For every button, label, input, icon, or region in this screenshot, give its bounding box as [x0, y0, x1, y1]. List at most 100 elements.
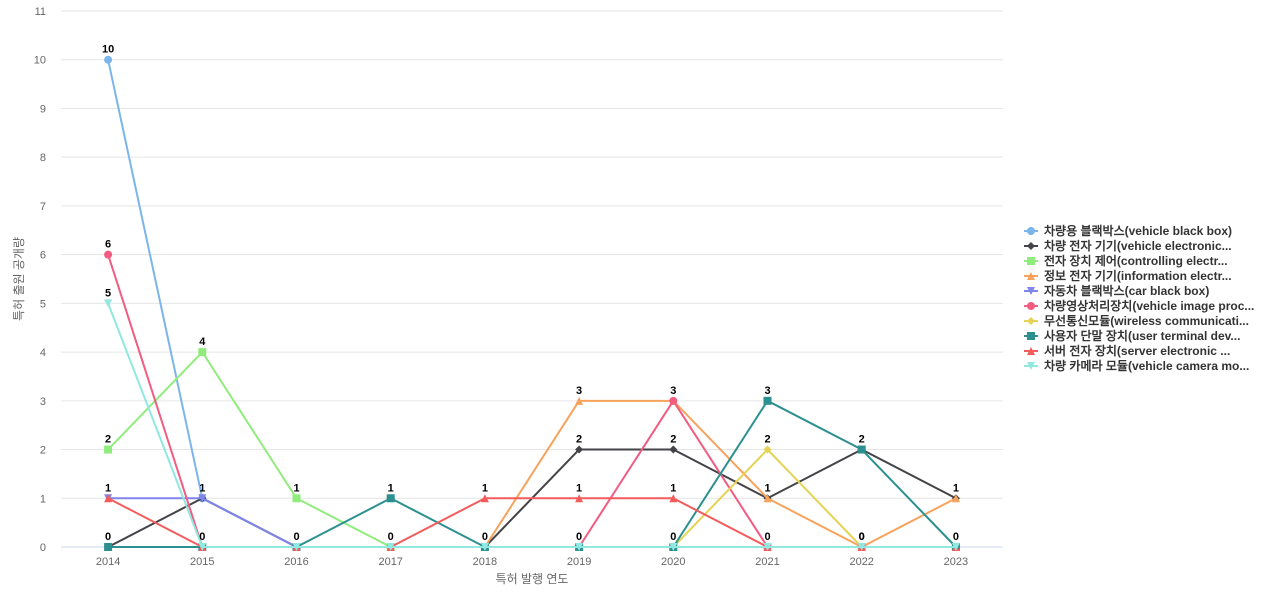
- series-line: [107, 497, 957, 548]
- data-label: 6: [105, 239, 111, 251]
- legend-label: 사용자 단말 장치(user terminal dev...: [1044, 328, 1240, 343]
- data-point-marker: [198, 543, 207, 551]
- data-point-marker: [669, 543, 678, 551]
- data-point-marker: [575, 396, 584, 405]
- x-tick-label: 2021: [755, 556, 779, 568]
- data-label: 1: [199, 482, 205, 494]
- data-point-marker: [857, 543, 866, 551]
- legend-label: 자동차 블랙박스(car black box): [1044, 283, 1209, 298]
- x-tick-label: 2023: [944, 556, 968, 568]
- x-tick-label: 2014: [96, 556, 120, 568]
- y-tick-label: 11: [35, 6, 46, 18]
- data-point-marker: [480, 543, 489, 551]
- data-label: 0: [199, 531, 205, 543]
- data-label: 1: [670, 482, 676, 494]
- data-point-marker: [386, 543, 395, 551]
- y-tick-label: 0: [40, 542, 46, 554]
- legend-item[interactable]: 차량 카메라 모듈(vehicle camera mo...: [1024, 358, 1249, 373]
- data-point-marker: [575, 494, 584, 503]
- y-tick-label: 10: [34, 55, 46, 67]
- data-point-marker: [575, 445, 584, 454]
- data-point-marker: [763, 396, 772, 405]
- x-tick-label: 2018: [473, 556, 497, 568]
- legend-item[interactable]: 차량용 블랙박스(vehicle black box): [1024, 223, 1232, 238]
- data-point-marker: [104, 445, 113, 454]
- data-label: 0: [953, 531, 959, 543]
- y-tick-label: 9: [40, 103, 46, 115]
- data-label: 1: [953, 482, 959, 494]
- data-point-marker: [386, 494, 395, 503]
- data-label: 3: [576, 385, 582, 397]
- legend-item[interactable]: 전자 장치 제어(controlling electr...: [1024, 253, 1228, 268]
- legend-marker: [1027, 257, 1035, 265]
- data-point-marker: [575, 543, 584, 551]
- legend-label: 차량 전자 기기(vehicle electronic...: [1044, 238, 1232, 253]
- y-tick-label: 6: [40, 250, 46, 262]
- data-point-marker: [104, 250, 113, 259]
- data-label: 1: [482, 482, 488, 494]
- y-tick-label: 8: [40, 152, 46, 164]
- data-label: 0: [859, 531, 865, 543]
- data-label: 1: [105, 482, 111, 494]
- legend-label: 전자 장치 제어(controlling electr...: [1044, 253, 1228, 268]
- data-point-marker: [669, 494, 678, 503]
- data-point-marker: [292, 494, 301, 503]
- series-5: [104, 494, 960, 551]
- data-point-marker: [763, 494, 772, 503]
- data-point-marker: [104, 494, 113, 503]
- x-tick-label: 2015: [190, 556, 214, 568]
- legend-item[interactable]: 차량 전자 기기(vehicle electronic...: [1024, 238, 1232, 253]
- legend-item[interactable]: 차량영상처리장치(vehicle image proc...: [1024, 298, 1254, 313]
- x-tick-label: 2020: [661, 556, 685, 568]
- legend-item[interactable]: 서버 전자 장치(server electronic ...: [1024, 343, 1230, 358]
- data-label: 2: [105, 434, 111, 446]
- x-tick-label: 2022: [849, 556, 873, 568]
- data-label: 1: [293, 482, 299, 494]
- legend-marker: [1027, 347, 1035, 355]
- legend-label: 차량 카메라 모듈(vehicle camera mo...: [1044, 358, 1249, 373]
- data-point-marker: [104, 55, 113, 64]
- x-axis-title: 특허 발행 연도: [496, 571, 569, 586]
- legend-item[interactable]: 사용자 단말 장치(user terminal dev...: [1024, 328, 1240, 343]
- legend-marker: [1027, 242, 1035, 250]
- data-label: 0: [105, 531, 111, 543]
- legend-label: 차량용 블랙박스(vehicle black box): [1044, 223, 1232, 238]
- data-label: 2: [670, 434, 676, 446]
- data-label: 1: [764, 482, 770, 494]
- data-label: 0: [576, 531, 582, 543]
- data-label: 0: [764, 531, 770, 543]
- data-point-marker: [198, 494, 207, 503]
- data-label: 4: [199, 336, 206, 348]
- x-tick-label: 2017: [378, 556, 402, 568]
- legend-label: 정보 전자 기기(information electr...: [1044, 268, 1232, 283]
- data-label: 0: [293, 531, 299, 543]
- data-label: 0: [670, 531, 676, 543]
- data-label: 2: [576, 434, 582, 446]
- legend-marker: [1027, 227, 1035, 235]
- legend-label: 차량영상처리장치(vehicle image proc...: [1044, 298, 1254, 313]
- series-lines: [104, 55, 960, 551]
- legend-item[interactable]: 무선통신모듈(wireless communicati...: [1024, 313, 1249, 328]
- legend-item[interactable]: 정보 전자 기기(information electr...: [1024, 268, 1232, 283]
- y-tick-label: 7: [40, 201, 46, 213]
- legend-marker: [1027, 317, 1035, 325]
- legend: 차량용 블랙박스(vehicle black box)차량 전자 기기(vehi…: [1024, 223, 1254, 373]
- data-label: 0: [482, 531, 488, 543]
- data-point-marker: [198, 348, 207, 357]
- data-point-marker: [763, 543, 772, 551]
- data-point-marker: [480, 494, 489, 503]
- legend-marker: [1027, 287, 1035, 295]
- legend-item[interactable]: 자동차 블랙박스(car black box): [1024, 283, 1209, 298]
- y-tick-label: 3: [40, 396, 46, 408]
- data-point-marker: [951, 543, 960, 551]
- data-point-marker: [104, 299, 113, 308]
- legend-marker: [1027, 272, 1035, 280]
- data-label: 2: [859, 434, 865, 446]
- series-line: [107, 302, 957, 548]
- x-tick-label: 2019: [567, 556, 591, 568]
- data-label: 0: [388, 531, 394, 543]
- grid-lines: [61, 10, 1003, 548]
